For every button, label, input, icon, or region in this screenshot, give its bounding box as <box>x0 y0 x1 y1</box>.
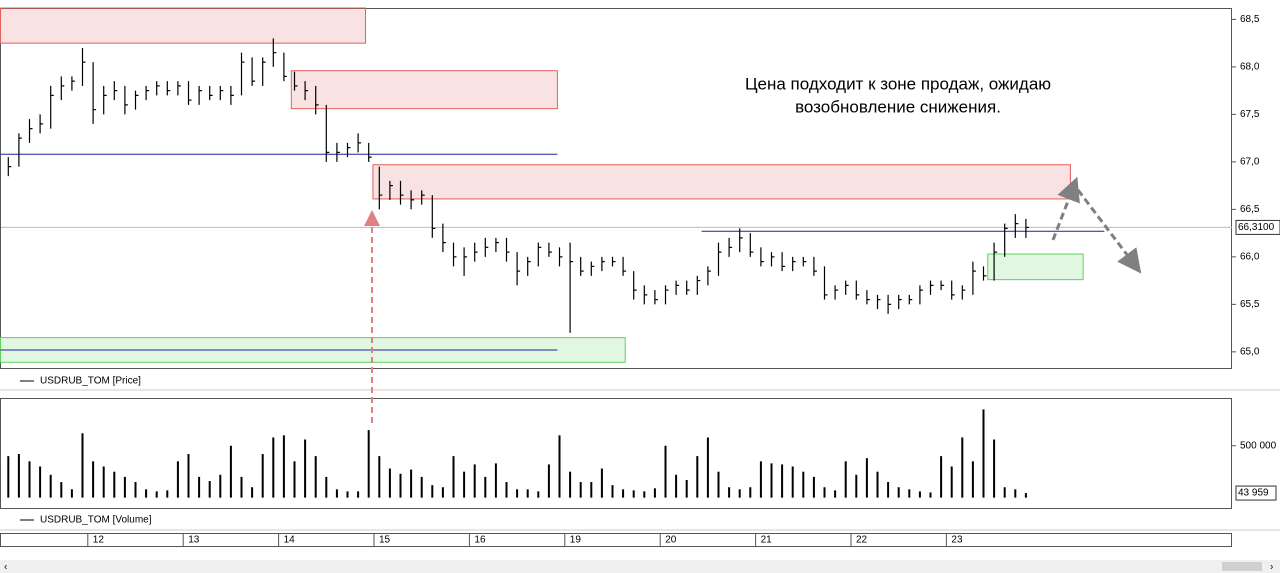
current-box <box>1235 485 1277 501</box>
y-tick-label: 65,5 <box>1240 299 1260 310</box>
x-tick-label: 22 <box>856 535 868 546</box>
price-pane <box>0 8 1232 369</box>
scrollbar[interactable] <box>0 560 1280 573</box>
x-tick-label: 16 <box>474 535 486 546</box>
x-tick-label: 23 <box>951 535 963 546</box>
current-label: 43 959 <box>1238 488 1269 499</box>
x-tick-label: 14 <box>284 535 296 546</box>
x-tick-label: 13 <box>188 535 200 546</box>
zone <box>290 70 558 110</box>
y-tick-label: 66,0 <box>1240 252 1260 263</box>
x-tick-label: 21 <box>761 535 773 546</box>
arrow <box>1051 176 1080 241</box>
x-tick-label: 12 <box>93 535 105 546</box>
annotation: Цена подходит к зоне продаж, ожидаю <box>745 74 1051 93</box>
y-tick-label: 500 000 <box>1240 440 1277 451</box>
current-box <box>1235 219 1280 235</box>
legend-label: USDRUB_TOM [Volume] <box>40 515 152 526</box>
annotation: возобновление снижения. <box>795 97 1001 116</box>
zone <box>0 7 367 44</box>
zone <box>987 253 1084 281</box>
x-tick-label: 19 <box>570 535 582 546</box>
y-tick-label: 67,0 <box>1240 157 1260 168</box>
time-axis <box>0 533 1232 547</box>
scroll-left[interactable]: ‹ <box>4 562 7 573</box>
y-tick-label: 66,5 <box>1240 204 1260 215</box>
zone <box>372 164 1071 200</box>
y-tick-label: 68,5 <box>1240 14 1260 25</box>
x-tick-label: 20 <box>665 535 677 546</box>
scroll-thumb[interactable] <box>1222 562 1262 571</box>
arrow <box>1076 189 1142 274</box>
x-tick-label: 15 <box>379 535 391 546</box>
y-tick-label: 68,0 <box>1240 62 1260 73</box>
scroll-right[interactable]: › <box>1270 562 1273 573</box>
y-tick-label: 67,5 <box>1240 109 1260 120</box>
volume-pane <box>0 398 1232 509</box>
y-tick-label: 65,0 <box>1240 346 1260 357</box>
legend-label: USDRUB_TOM [Price] <box>40 376 141 387</box>
current-label: 66,3100 <box>1238 222 1275 233</box>
